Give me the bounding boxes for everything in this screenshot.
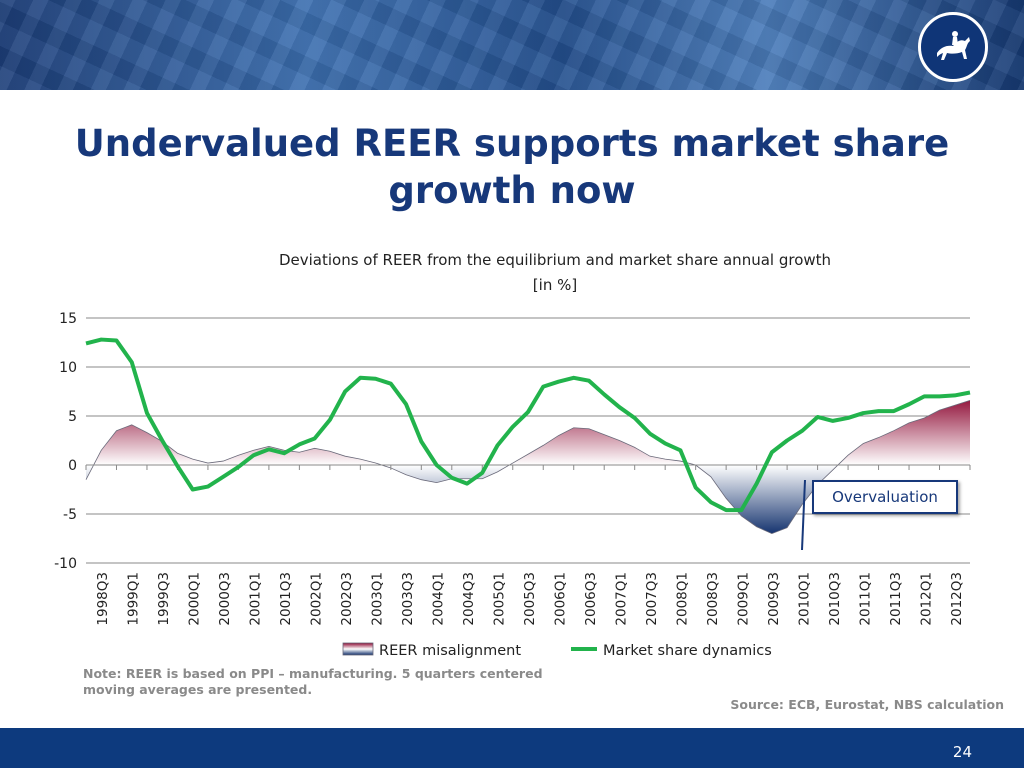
x-tick-label: 2005Q3: [522, 572, 538, 626]
x-tick-label: 2012Q1: [918, 572, 934, 626]
x-tick-label: 2005Q1: [492, 572, 508, 626]
x-tick-label: 2009Q3: [766, 572, 782, 626]
chart-title: Deviations of REER from the equilibrium …: [230, 248, 880, 298]
x-tick-label: 2011Q3: [888, 572, 904, 626]
misalignment-outline: [85, 399, 971, 535]
x-tick-label: 2012Q3: [949, 572, 965, 626]
legend-label-market-share: Market share dynamics: [603, 643, 772, 659]
x-tick-label: 2004Q1: [431, 572, 447, 626]
footnote: Note: REER is based on PPI – manufacturi…: [83, 666, 543, 697]
market-share-line: [85, 337, 971, 513]
x-tick-label: 2008Q1: [674, 572, 690, 626]
horse-rider-icon: [918, 12, 988, 82]
legend-label-misalignment: REER misalignment: [379, 643, 521, 659]
legend-swatch-misalignment: [342, 642, 374, 656]
x-tick-label: 2010Q1: [796, 572, 812, 626]
y-tick-label: -10: [54, 556, 77, 572]
page-number: 24: [952, 743, 972, 761]
x-tick-label: 1999Q3: [156, 572, 172, 626]
x-tick-label: 2010Q3: [827, 572, 843, 626]
x-tick-label: 2002Q1: [309, 572, 325, 626]
x-tick-label: 2000Q3: [217, 572, 233, 626]
callout-pointer: [801, 479, 806, 551]
source-text: Source: ECB, Eurostat, NBS calculation: [730, 697, 1004, 712]
footer-bar: 24: [0, 728, 1024, 768]
x-tick-label: 2011Q1: [857, 572, 873, 626]
header-texture: [0, 0, 1024, 90]
x-tick-label: 2006Q3: [583, 572, 599, 626]
x-tick-label: 2008Q3: [705, 572, 721, 626]
x-tick-label: 2007Q1: [613, 572, 629, 626]
y-tick-label: -5: [63, 507, 77, 523]
x-tick-label: 2001Q1: [248, 572, 264, 626]
x-tick-label: 2003Q3: [400, 572, 416, 626]
x-tick-label: 2006Q1: [552, 572, 568, 626]
x-tick-label: 2001Q3: [278, 572, 294, 626]
overvaluation-callout: Overvaluation: [812, 480, 958, 514]
chart-title-line1: Deviations of REER from the equilibrium …: [278, 251, 832, 269]
y-tick-label: 5: [68, 409, 77, 425]
slide-title: Undervalued REER supports market share g…: [60, 120, 964, 214]
header-banner: [0, 0, 1024, 90]
x-tick-label: 2007Q3: [644, 572, 660, 626]
x-tick-label: 2003Q1: [370, 572, 386, 626]
x-tick-label: 2000Q1: [187, 572, 203, 626]
y-tick-label: 0: [68, 458, 77, 474]
x-tick-label: 2002Q3: [339, 572, 355, 626]
x-tick-label: 1998Q3: [95, 572, 111, 626]
slide-title-line1: Undervalued REER supports market share: [74, 122, 950, 165]
x-tick-label: 2009Q1: [735, 572, 751, 626]
y-tick-label: 10: [59, 360, 77, 376]
chart-canvas: 15 10 5 0 -5 -10 1998Q3 1999Q1 1999Q3 2000Q1 2000Q…: [54, 311, 971, 659]
slide-title-line2: growth now: [388, 169, 636, 212]
x-tick-label: 2004Q3: [461, 572, 477, 626]
y-tick-label: 15: [59, 311, 77, 327]
x-tick-label: 1999Q1: [126, 572, 142, 626]
chart-title-line2: [in %]: [532, 276, 578, 294]
misalignment-area-negative: [86, 465, 970, 534]
